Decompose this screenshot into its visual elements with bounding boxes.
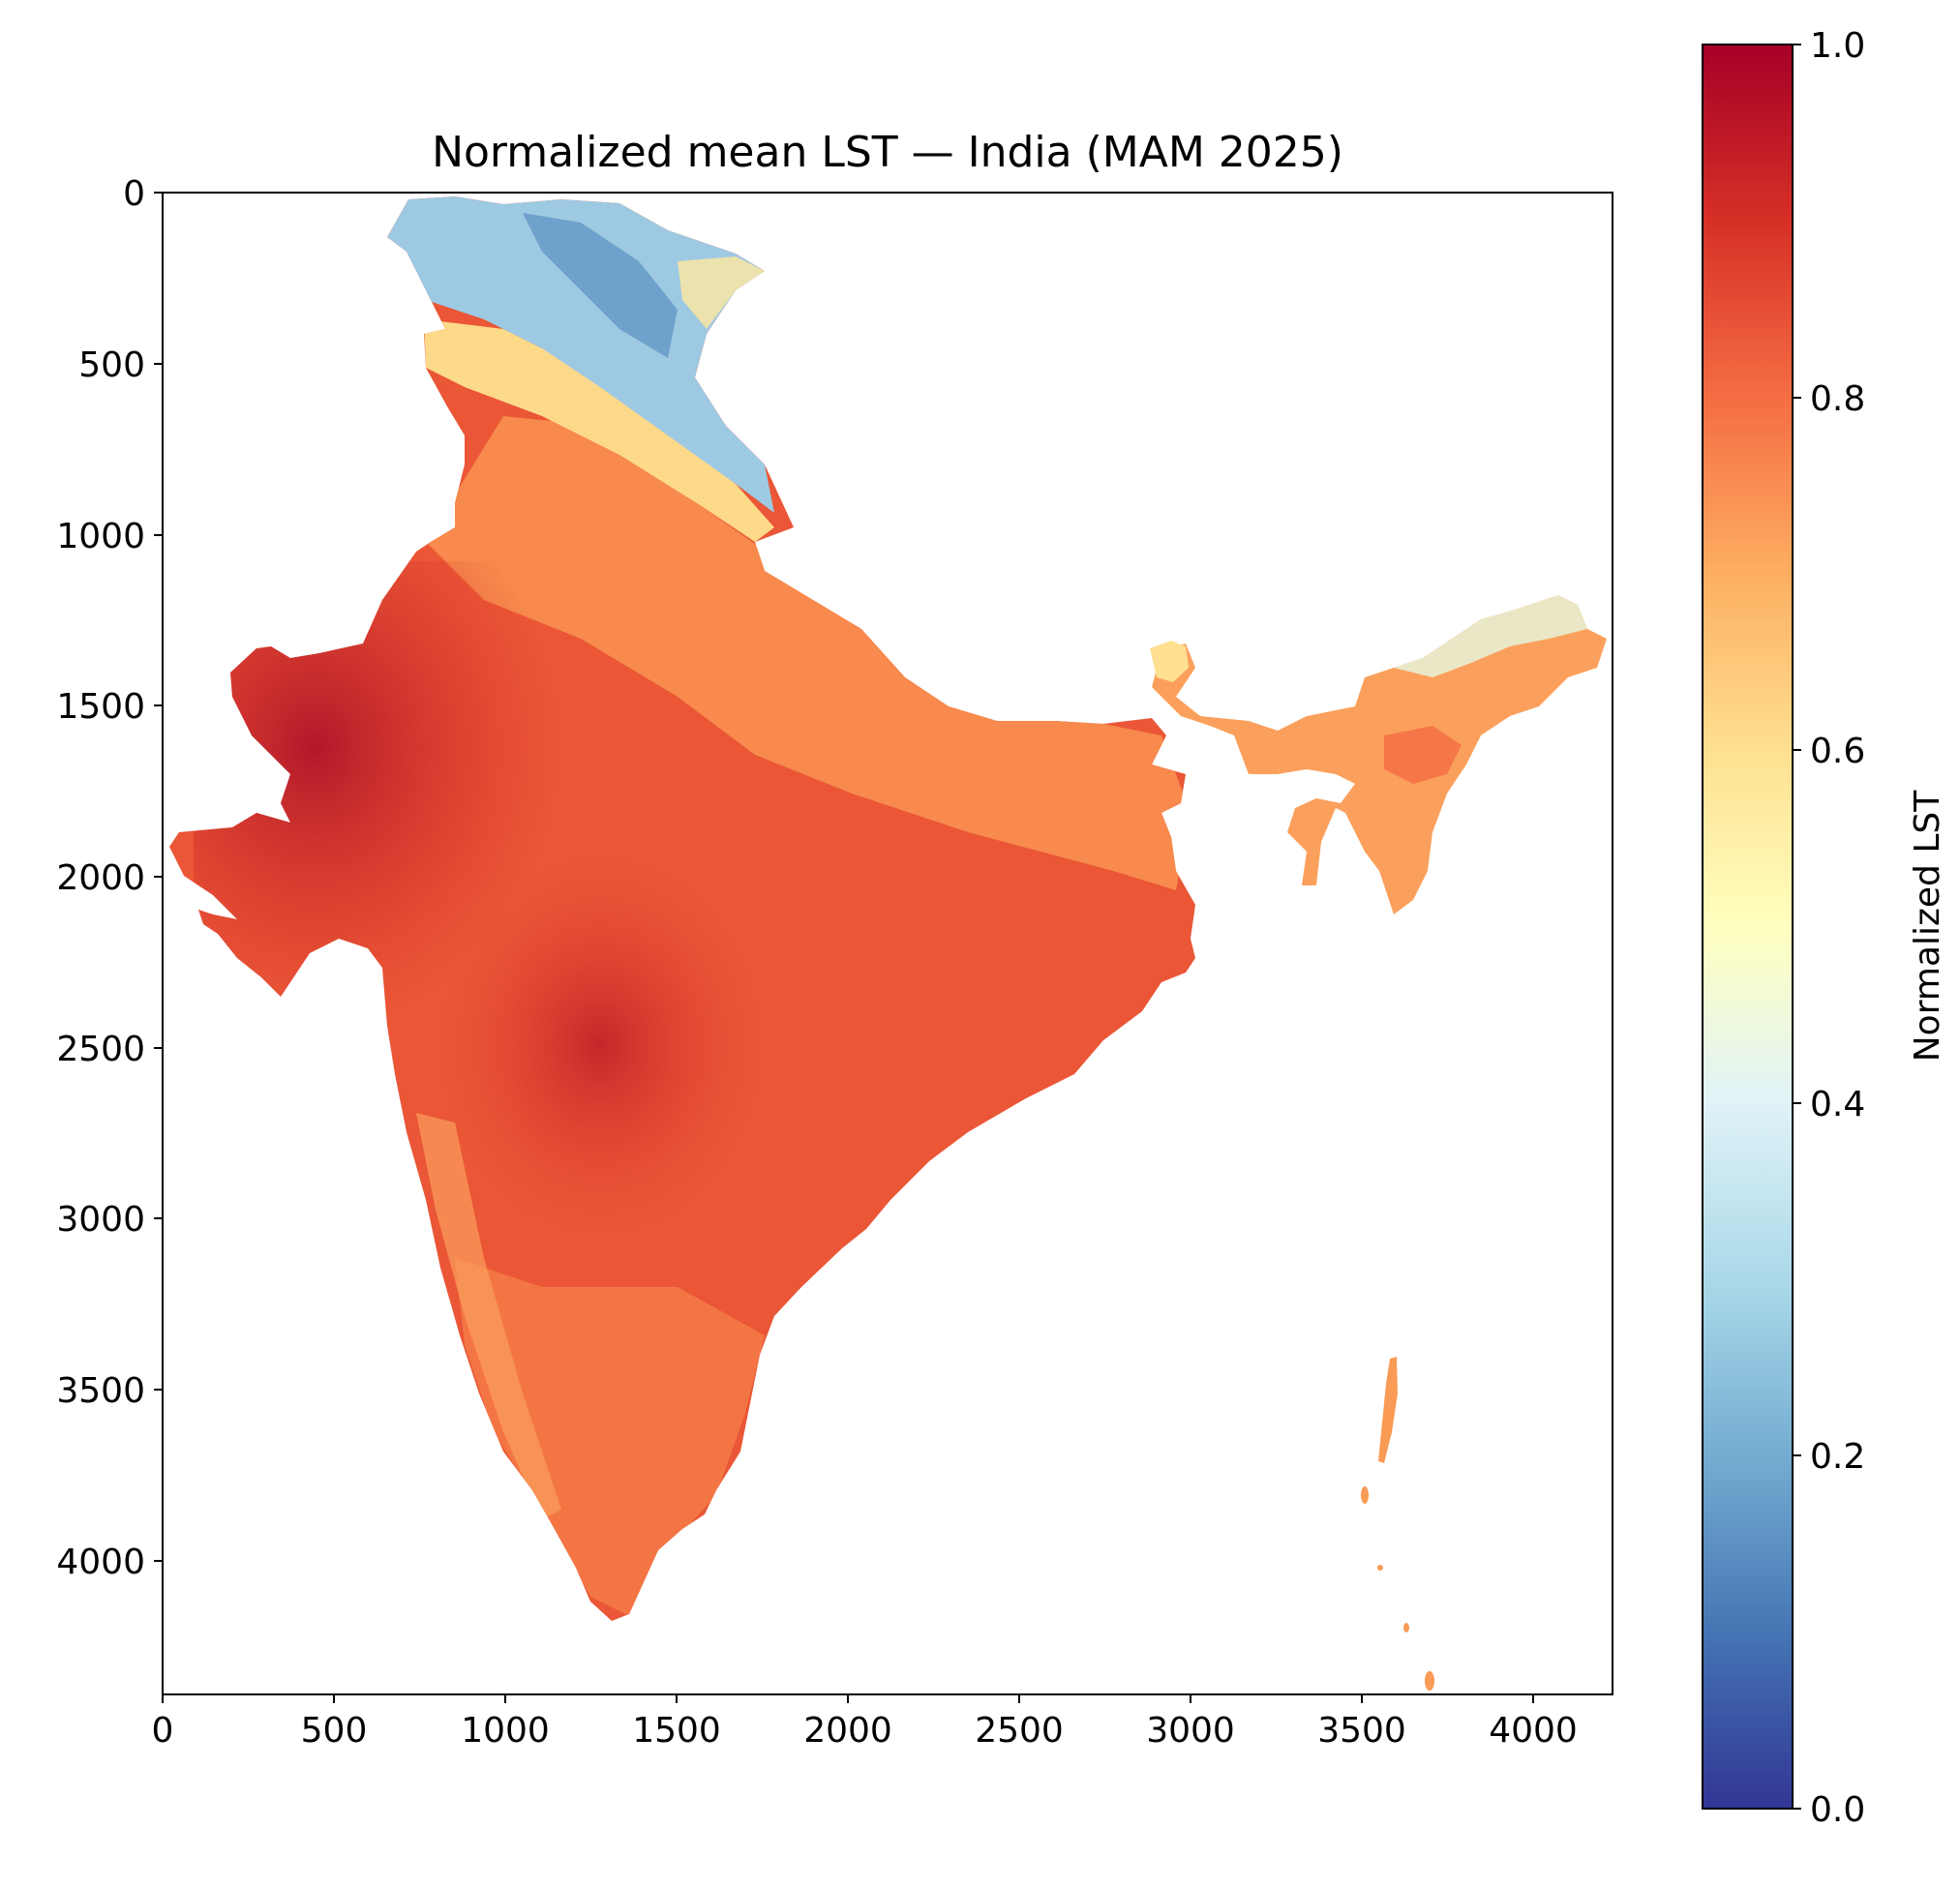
x-tick-label: 4000 <box>1489 1711 1578 1751</box>
y-tick-label: 4000 <box>56 1543 145 1582</box>
x-tick-label: 2000 <box>803 1711 892 1751</box>
x-tick-label: 3500 <box>1317 1711 1406 1751</box>
india-northeast <box>1150 595 1607 914</box>
y-tick-label: 1000 <box>56 517 145 556</box>
island-great-nicobar <box>1425 1671 1434 1691</box>
x-tick-label: 2500 <box>975 1711 1064 1751</box>
y-tick-label: 500 <box>78 345 145 385</box>
region-indo-gangetic-plain <box>426 416 1191 890</box>
colorbar-tick-label: 0.0 <box>1810 1790 1865 1830</box>
island-north-andaman <box>1378 1357 1398 1463</box>
northeast-hot-core <box>1384 726 1462 784</box>
x-tick-label: 1000 <box>461 1711 550 1751</box>
northeast-shape <box>1152 595 1607 914</box>
region-western-ghats <box>416 1113 561 1519</box>
x-tick-label: 3000 <box>1146 1711 1235 1751</box>
x-axis: 0 500 1000 1500 2000 2500 3000 3500 4000 <box>152 1694 1578 1751</box>
island-car-nicobar <box>1377 1565 1383 1571</box>
colorbar-tick-label: 0.8 <box>1810 379 1865 419</box>
y-axis: 0 500 1000 1500 2000 2500 3000 3500 4000 <box>56 174 163 1582</box>
y-tick-label: 3000 <box>56 1200 145 1240</box>
region-central-deccan <box>436 852 765 1239</box>
colorbar: 0.0 0.2 0.4 0.6 0.8 1.0 Normalized LST <box>1702 26 1947 1830</box>
andaman-nicobar-islands <box>1361 1357 1434 1691</box>
x-tick-label: 500 <box>301 1711 368 1751</box>
x-tick-label: 0 <box>152 1711 174 1751</box>
sikkim-shape <box>1150 641 1189 682</box>
colorbar-gradient <box>1702 44 1794 1810</box>
map-axes: 0 500 1000 1500 2000 2500 3000 3500 4000… <box>56 128 1613 1751</box>
colorbar-tick-label: 0.6 <box>1810 732 1865 771</box>
chart-title: Normalized mean LST — India (MAM 2025) <box>432 128 1343 177</box>
y-tick-label: 2500 <box>56 1030 145 1069</box>
x-tick-label: 1500 <box>632 1711 721 1751</box>
y-tick-label: 0 <box>123 174 145 214</box>
northeast-north-fringe <box>1394 595 1587 677</box>
colorbar-tick-label: 0.4 <box>1810 1085 1865 1124</box>
axes-frame <box>162 192 1613 1695</box>
colorbar-tick-label: 0.2 <box>1810 1437 1865 1477</box>
y-tick-label: 3500 <box>56 1371 145 1411</box>
island-little-andaman <box>1361 1486 1369 1504</box>
colorbar-tick-label: 1.0 <box>1810 26 1865 66</box>
y-tick-label: 1500 <box>56 687 145 727</box>
region-ladakh-warm <box>678 256 765 329</box>
island-nicobar-1 <box>1403 1623 1409 1632</box>
y-tick-label: 2000 <box>56 858 145 898</box>
colorbar-label: Normalized LST <box>1908 790 1947 1063</box>
region-karakoram-cold <box>523 213 678 358</box>
region-northern-himalaya <box>387 196 774 513</box>
region-himalayan-foothills <box>424 319 774 542</box>
